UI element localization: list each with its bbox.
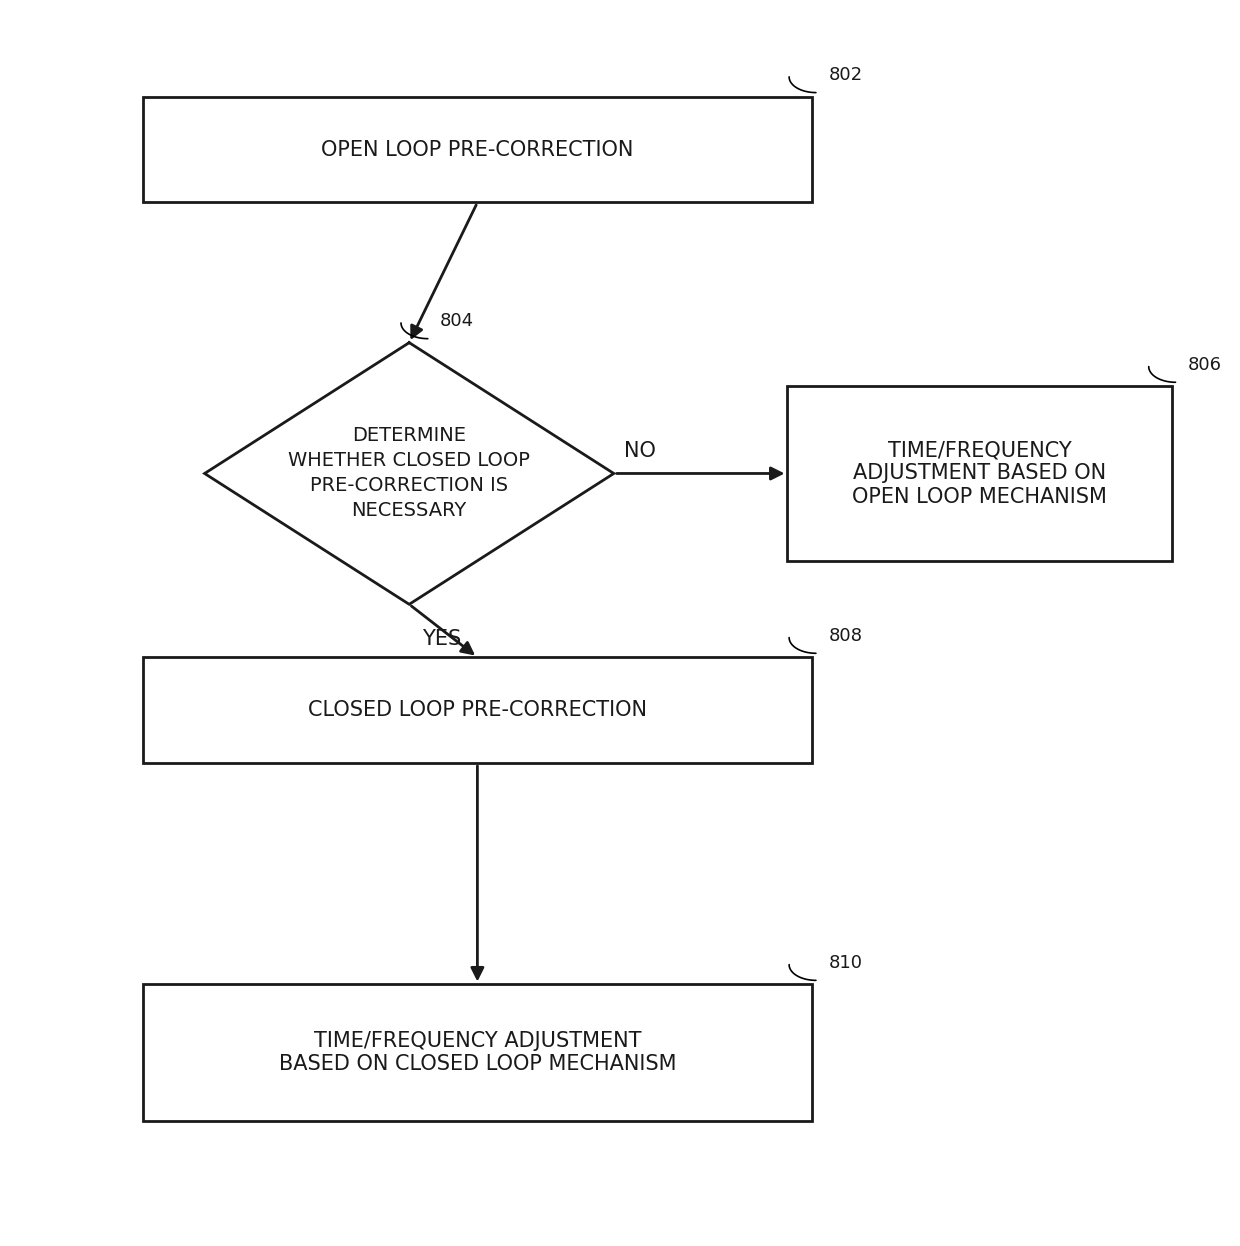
- Text: 806: 806: [1188, 356, 1221, 374]
- Text: OPEN LOOP PRE-CORRECTION: OPEN LOOP PRE-CORRECTION: [321, 140, 634, 159]
- FancyBboxPatch shape: [143, 984, 812, 1121]
- FancyBboxPatch shape: [787, 386, 1172, 561]
- FancyBboxPatch shape: [143, 97, 812, 202]
- Text: 810: 810: [828, 954, 862, 972]
- FancyBboxPatch shape: [143, 658, 812, 763]
- Text: TIME/FREQUENCY ADJUSTMENT
BASED ON CLOSED LOOP MECHANISM: TIME/FREQUENCY ADJUSTMENT BASED ON CLOSE…: [279, 1032, 676, 1074]
- Text: 802: 802: [828, 66, 863, 85]
- Text: NO: NO: [624, 441, 656, 461]
- Polygon shape: [205, 343, 614, 604]
- Text: DETERMINE
WHETHER CLOSED LOOP
PRE-CORRECTION IS
NECESSARY: DETERMINE WHETHER CLOSED LOOP PRE-CORREC…: [288, 426, 531, 521]
- Text: TIME/FREQUENCY
ADJUSTMENT BASED ON
OPEN LOOP MECHANISM: TIME/FREQUENCY ADJUSTMENT BASED ON OPEN …: [852, 440, 1107, 507]
- Text: 804: 804: [440, 313, 475, 330]
- Text: CLOSED LOOP PRE-CORRECTION: CLOSED LOOP PRE-CORRECTION: [308, 700, 647, 720]
- Text: 808: 808: [828, 627, 862, 645]
- Text: YES: YES: [422, 629, 461, 649]
